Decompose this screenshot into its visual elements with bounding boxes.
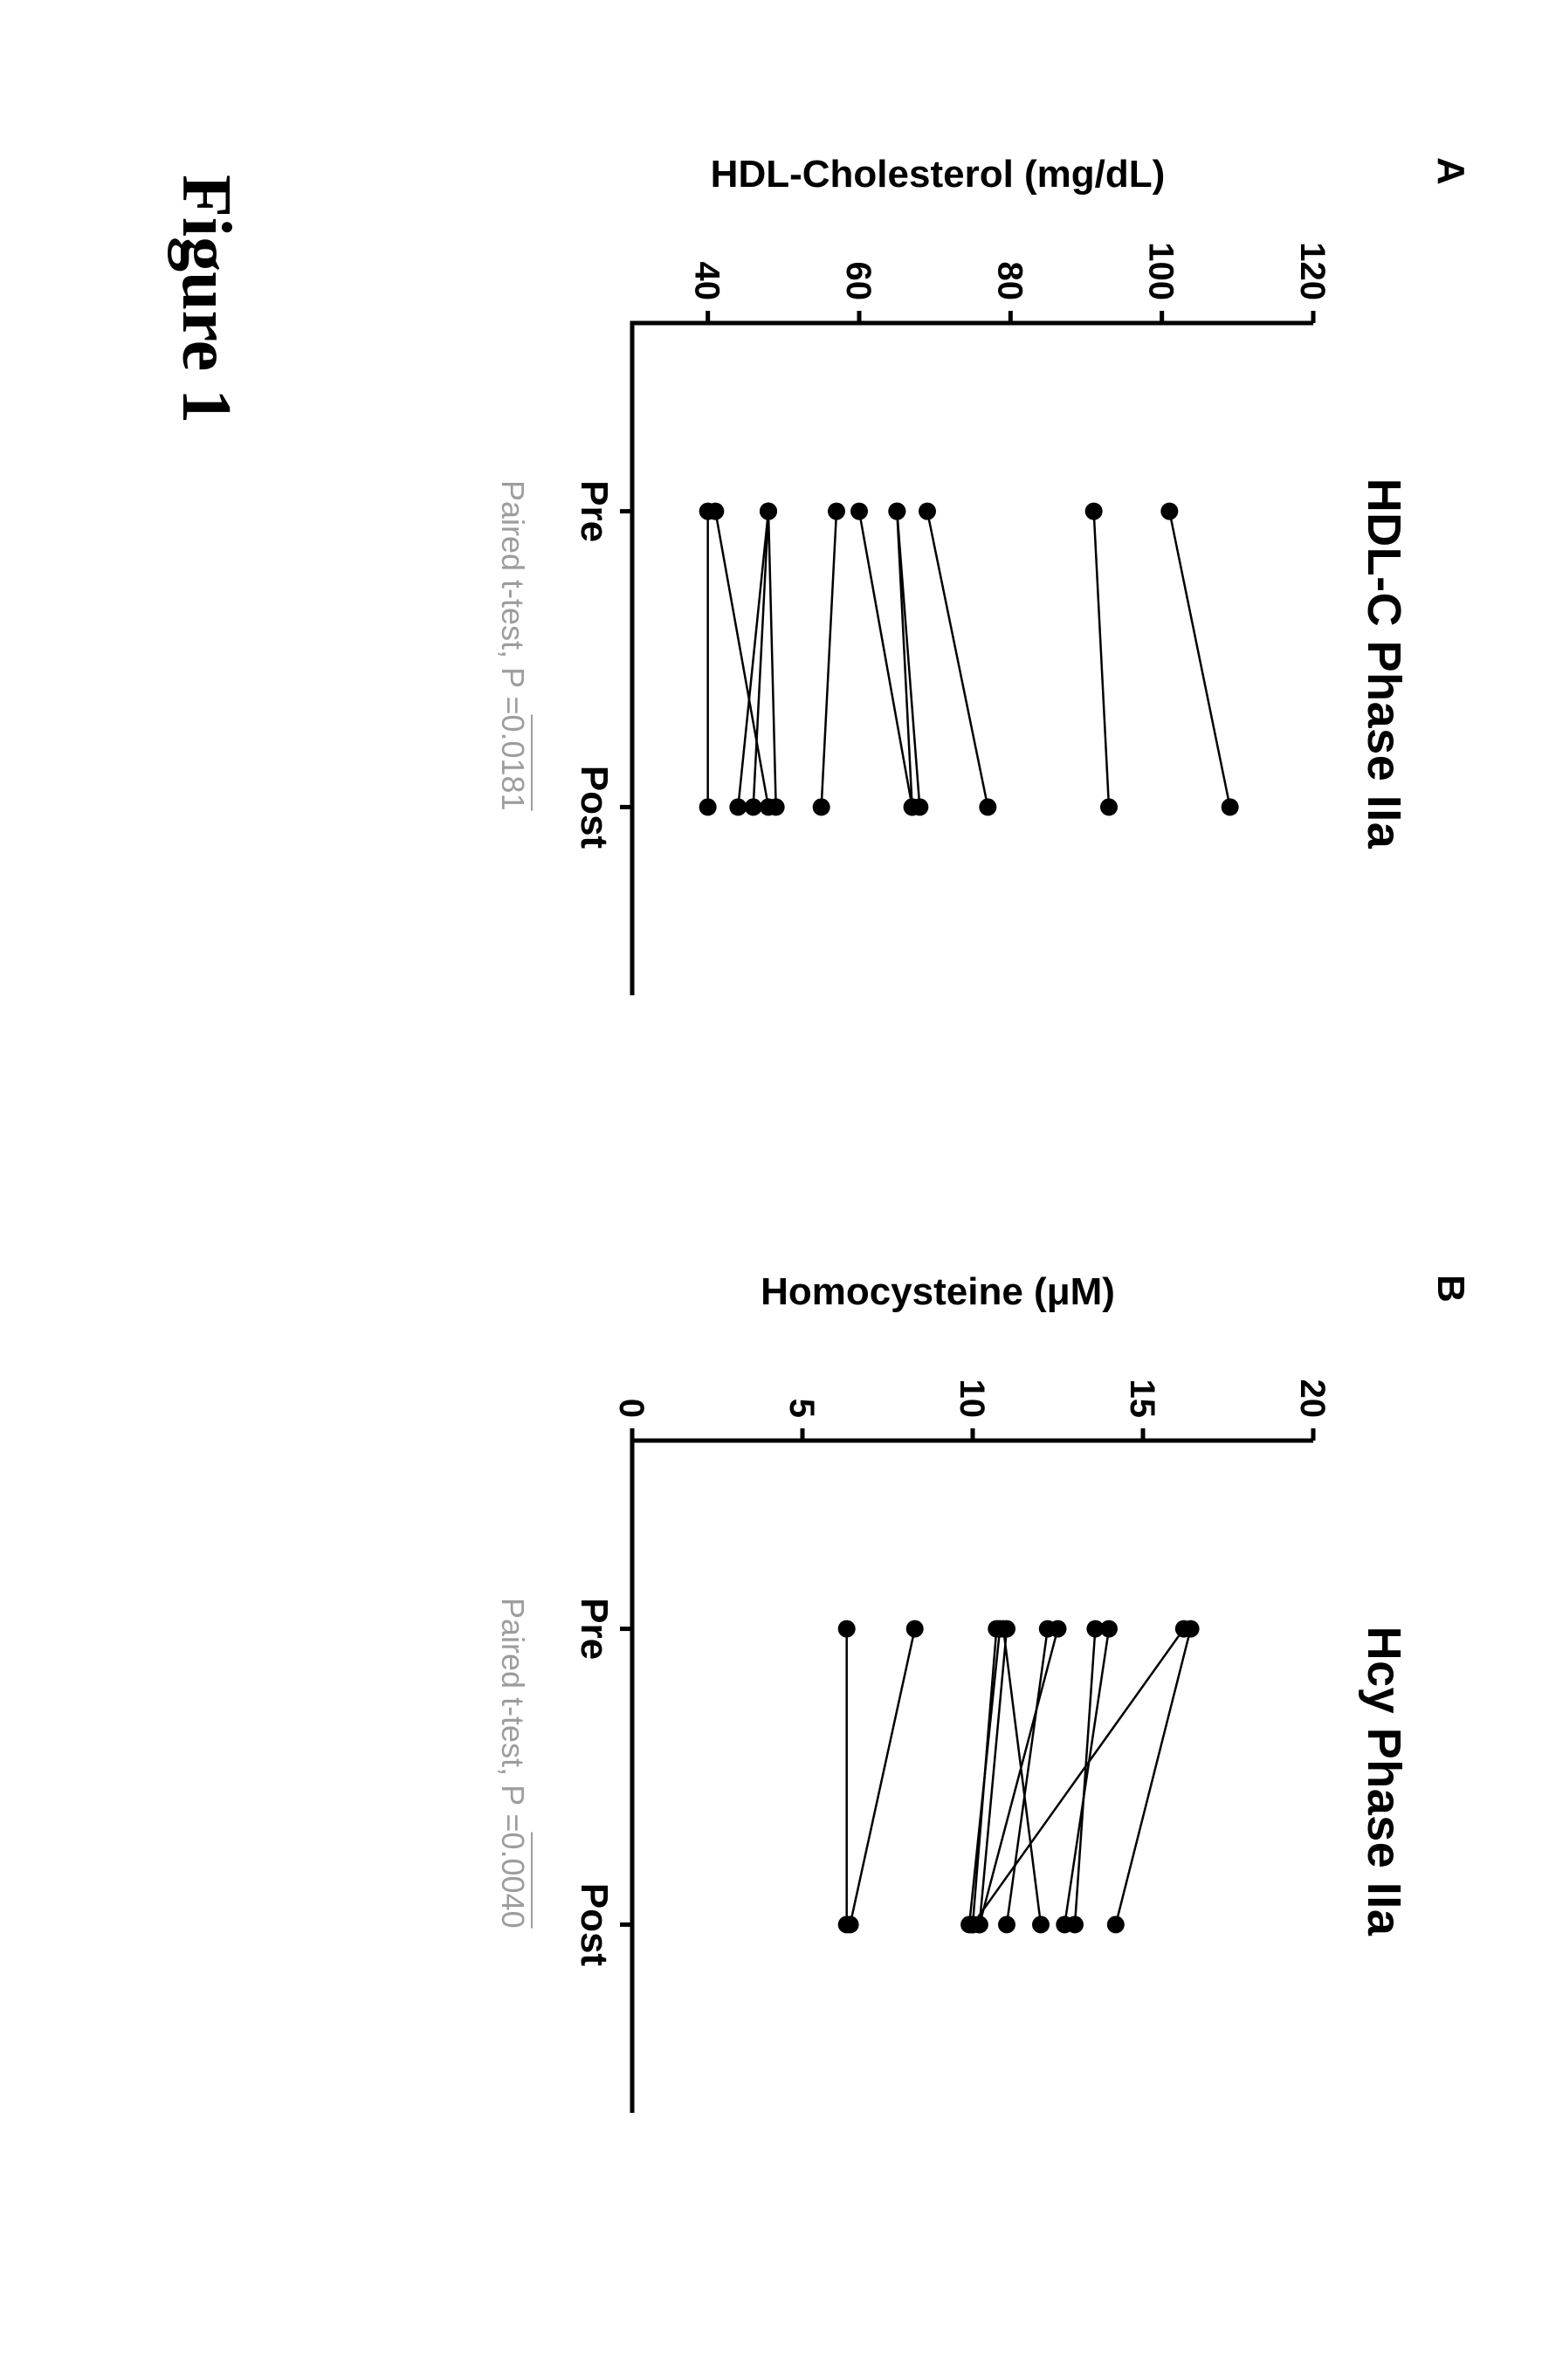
panel-a-y-axis-label: HDL-Cholesterol (mg/dL) — [711, 153, 1166, 196]
svg-text:Post: Post — [573, 766, 616, 850]
panel-b-title: Hcy Phase IIa — [1357, 1441, 1411, 2122]
panel-a: A HDL-C Phase IIa HDL-Cholesterol (mg/dL… — [545, 157, 1411, 1030]
panel-b-stats-pvalue: 0.0040 — [495, 1832, 531, 1928]
svg-text:Pre: Pre — [573, 480, 616, 542]
svg-text:10: 10 — [953, 1379, 991, 1419]
svg-text:5: 5 — [782, 1399, 821, 1418]
svg-text:60: 60 — [839, 262, 878, 301]
svg-text:20: 20 — [1293, 1379, 1331, 1419]
panel-a-chart-svg: 40 60 80 100 120 Pre Post — [545, 157, 1331, 1030]
svg-text:Post: Post — [573, 1883, 616, 1967]
figure-label: Figure 1 — [166, 175, 245, 423]
panel-b-chart-wrap: Homocysteine (μM) 05101520PrePost Paired… — [545, 1275, 1331, 2148]
panel-a-title: HDL-C Phase IIa — [1357, 323, 1411, 1004]
panel-b-chart-svg: 0 5 10 15 20 Pre Post — [545, 1275, 1331, 2148]
svg-text:0: 0 — [612, 1399, 651, 1418]
panel-b-y-axis-label: Homocysteine (μM) — [761, 1270, 1115, 1314]
svg-text:80: 80 — [990, 262, 1029, 301]
panel-letter-a: A — [1428, 157, 1472, 185]
svg-text:120: 120 — [1293, 242, 1331, 300]
panel-a-stats: Paired t-test, P =0.0181 — [494, 480, 531, 811]
svg-text:100: 100 — [1142, 242, 1181, 300]
panel-a-stats-prefix: Paired t-test, P = — [495, 480, 531, 714]
rotated-content: A HDL-C Phase IIa HDL-Cholesterol (mg/dL… — [0, 0, 1542, 2380]
svg-text:15: 15 — [1123, 1379, 1161, 1419]
page: A HDL-C Phase IIa HDL-Cholesterol (mg/dL… — [0, 0, 1542, 2380]
panel-letter-b: B — [1428, 1275, 1472, 1303]
panel-b: B Hcy Phase IIa Homocysteine (μM) 051015… — [545, 1275, 1411, 2148]
panel-b-stats-prefix: Paired t-test, P = — [495, 1598, 531, 1832]
panel-a-chart-wrap: HDL-Cholesterol (mg/dL) 406080100120PreP… — [545, 157, 1331, 1030]
svg-text:Pre: Pre — [573, 1598, 616, 1660]
svg-text:40: 40 — [688, 262, 726, 301]
panel-a-stats-pvalue: 0.0181 — [495, 714, 531, 810]
panel-b-stats: Paired t-test, P =0.0040 — [494, 1598, 531, 1929]
